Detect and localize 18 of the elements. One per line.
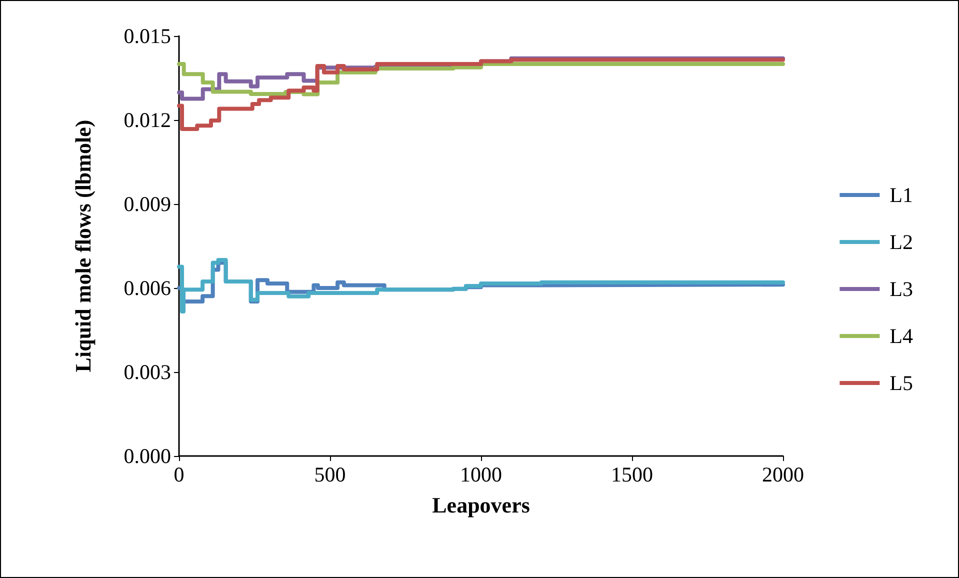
y-tick-label: 0.006	[124, 276, 171, 300]
y-tick-label: 0.009	[124, 192, 171, 216]
legend-label: L5	[890, 371, 913, 395]
x-tick-label: 0	[174, 462, 184, 486]
x-tick-label: 1500	[611, 462, 653, 486]
legend-label: L2	[890, 230, 913, 254]
y-tick-label: 0.003	[124, 360, 171, 384]
y-axis-title: Liquid mole flows (lbmole)	[70, 120, 96, 372]
x-tick-label: 500	[314, 462, 346, 486]
legend-label: L4	[890, 324, 914, 348]
x-axis-title: Leapovers	[432, 492, 530, 518]
y-tick-label: 0.000	[124, 444, 171, 468]
legend-label: L1	[890, 183, 913, 207]
x-tick-label: 2000	[762, 462, 804, 486]
y-tick-label: 0.015	[124, 24, 171, 48]
y-tick-label: 0.012	[124, 108, 171, 132]
legend-label: L3	[890, 277, 913, 301]
x-tick-label: 1000	[460, 462, 502, 486]
